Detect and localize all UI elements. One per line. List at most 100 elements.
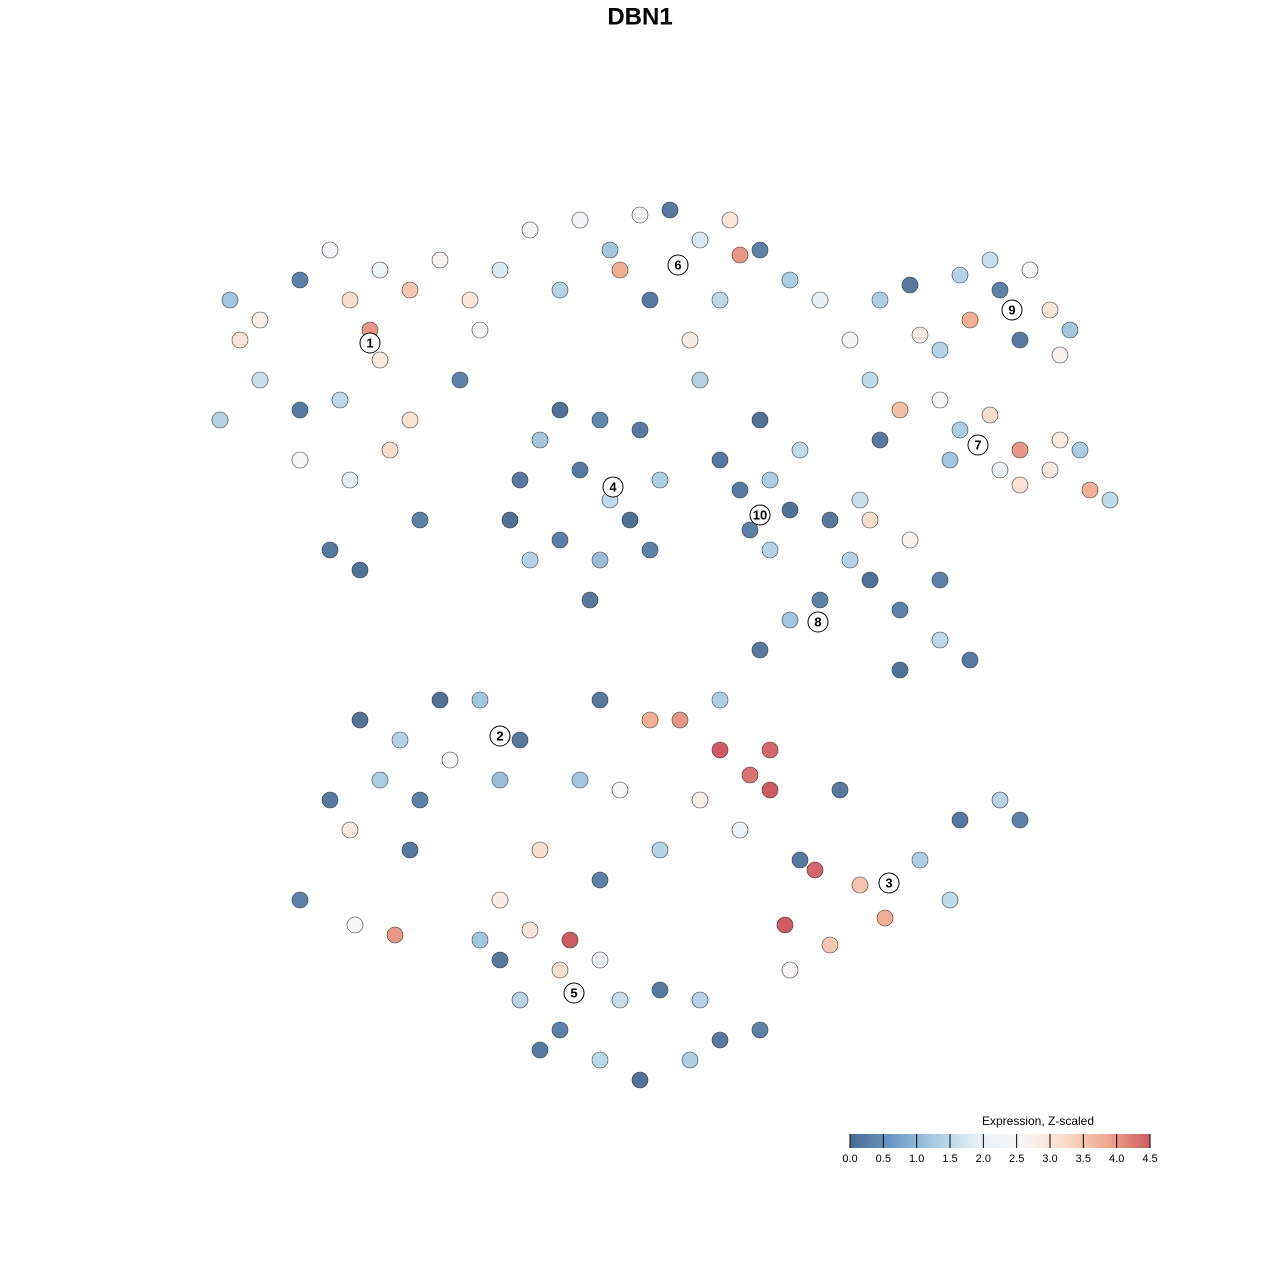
cell-point xyxy=(571,771,589,789)
cluster-label: 7 xyxy=(974,437,981,452)
cell-point xyxy=(751,641,769,659)
cell-point xyxy=(641,291,659,309)
cell-point xyxy=(491,891,509,909)
cell-point xyxy=(851,491,869,509)
cell-point xyxy=(521,551,539,569)
cell-point xyxy=(251,371,269,389)
cell-point xyxy=(691,991,709,1009)
cell-point xyxy=(821,936,839,954)
cell-point xyxy=(591,1051,609,1069)
cell-point xyxy=(491,951,509,969)
cell-point xyxy=(731,821,749,839)
cell-point xyxy=(591,411,609,429)
cell-point xyxy=(551,1021,569,1039)
cell-point xyxy=(821,511,839,529)
cell-point xyxy=(811,591,829,609)
cell-point xyxy=(981,251,999,269)
cell-point xyxy=(751,1021,769,1039)
cell-point xyxy=(931,631,949,649)
cell-point xyxy=(531,431,549,449)
cell-point xyxy=(461,291,479,309)
cell-point xyxy=(981,406,999,424)
cell-point xyxy=(441,751,459,769)
cell-point xyxy=(651,981,669,999)
cluster-label-bg xyxy=(489,725,511,747)
cell-point xyxy=(571,461,589,479)
cluster-label-bg xyxy=(667,254,689,276)
cell-point xyxy=(761,471,779,489)
cell-point xyxy=(711,451,729,469)
cell-point xyxy=(791,441,809,459)
cell-point xyxy=(386,926,404,944)
cell-point xyxy=(221,291,239,309)
cell-point xyxy=(806,861,824,879)
cell-point xyxy=(571,211,589,229)
cell-point xyxy=(631,1071,649,1089)
cell-point xyxy=(961,311,979,329)
cell-point xyxy=(551,401,569,419)
cell-point xyxy=(891,661,909,679)
cell-point xyxy=(651,841,669,859)
cell-point xyxy=(561,931,579,949)
cell-point xyxy=(851,876,869,894)
cluster-label-bg xyxy=(749,504,771,526)
cell-point xyxy=(431,251,449,269)
cell-point xyxy=(876,909,894,927)
cell-point xyxy=(511,991,529,1009)
cell-point xyxy=(791,851,809,869)
cell-point xyxy=(891,401,909,419)
cell-point xyxy=(511,471,529,489)
points xyxy=(211,201,1119,1089)
cell-point xyxy=(341,291,359,309)
cell-point xyxy=(931,341,949,359)
cell-point xyxy=(611,781,629,799)
cluster-label: 2 xyxy=(496,728,503,743)
cluster-label-bg xyxy=(807,611,829,633)
cell-point xyxy=(841,551,859,569)
cell-point xyxy=(711,691,729,709)
cell-point xyxy=(761,781,779,799)
cell-point xyxy=(951,266,969,284)
cell-point xyxy=(211,411,229,429)
cell-point xyxy=(991,461,1009,479)
cell-point xyxy=(961,651,979,669)
cell-point xyxy=(951,811,969,829)
cell-point xyxy=(1051,346,1069,364)
cell-point xyxy=(411,791,429,809)
cell-point xyxy=(591,551,609,569)
cell-point xyxy=(431,691,449,709)
cell-point xyxy=(631,421,649,439)
cell-point xyxy=(681,1051,699,1069)
cluster-label-bg xyxy=(602,476,624,498)
cell-point xyxy=(491,771,509,789)
cell-point xyxy=(731,246,749,264)
cluster-label: 8 xyxy=(814,614,821,629)
colorbar-tick-label: 3.0 xyxy=(1042,1153,1057,1165)
cell-point xyxy=(351,561,369,579)
cell-point xyxy=(991,791,1009,809)
colorbar-tick-label: 1.5 xyxy=(942,1153,957,1165)
cell-point xyxy=(861,571,879,589)
cell-point xyxy=(871,431,889,449)
cell-point xyxy=(1011,331,1029,349)
cell-point xyxy=(776,916,794,934)
cell-point xyxy=(371,351,389,369)
cell-point xyxy=(641,541,659,559)
cell-point xyxy=(551,531,569,549)
cell-point xyxy=(291,271,309,289)
cluster-label-bg xyxy=(563,982,585,1004)
cell-point xyxy=(491,261,509,279)
cell-point xyxy=(291,401,309,419)
cluster-label: 10 xyxy=(753,507,767,522)
cell-point xyxy=(1011,441,1029,459)
cell-point xyxy=(1101,491,1119,509)
cell-point xyxy=(731,481,749,499)
cluster-label: 1 xyxy=(366,335,373,350)
cell-point xyxy=(291,451,309,469)
cell-point xyxy=(591,951,609,969)
cell-point xyxy=(751,241,769,259)
cell-point xyxy=(991,281,1009,299)
colorbar-tick-label: 2.0 xyxy=(976,1153,991,1165)
cluster-label: 9 xyxy=(1008,302,1015,317)
